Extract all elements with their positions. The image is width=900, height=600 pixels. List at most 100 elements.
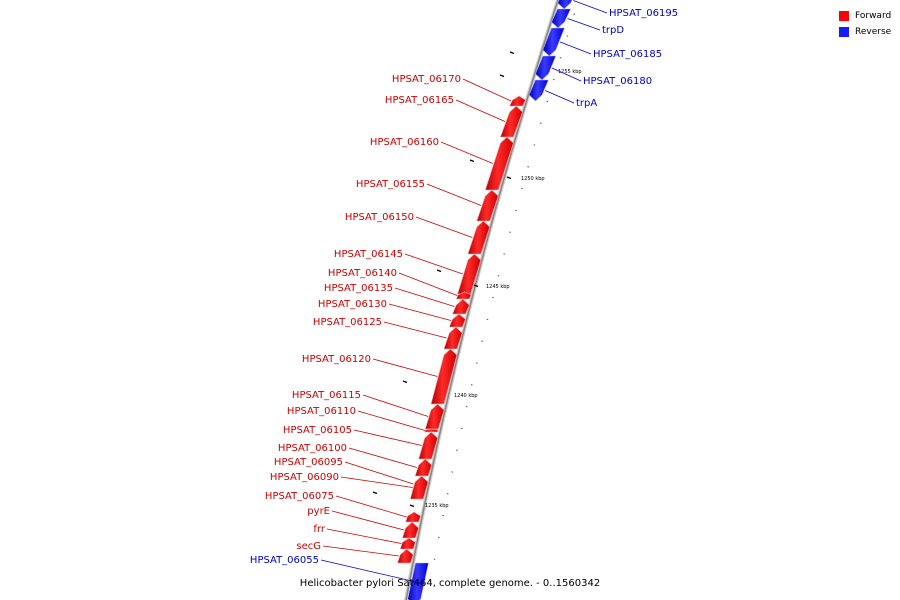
gene-hpsat-06115[interactable] — [424, 403, 445, 430]
gene-leader-line — [388, 303, 452, 321]
gene-hpsat-06135[interactable] — [452, 298, 470, 315]
gene-leader-line — [440, 141, 494, 164]
gene-hpsat-06180[interactable] — [535, 55, 557, 81]
kbp-label: 1255 kbp — [558, 69, 582, 75]
gene-label[interactable]: HPSAT_06150 — [345, 212, 414, 223]
gene-secg[interactable] — [397, 548, 414, 564]
gene-leader-line — [383, 321, 447, 339]
gene-trpd[interactable] — [551, 8, 572, 29]
legend-label-forward: Forward — [855, 11, 892, 21]
gene-label[interactable]: HPSAT_06140 — [328, 268, 397, 279]
gene-label[interactable]: HPSAT_06090 — [270, 472, 339, 483]
kbp-tick — [473, 284, 479, 288]
gene-hpsat-06170[interactable] — [509, 95, 526, 107]
legend-item-forward: Forward — [839, 9, 891, 23]
gene-label[interactable]: HPSAT_06075 — [265, 491, 334, 502]
gene-leader-line — [551, 67, 582, 82]
gene-hpsat-06130[interactable] — [448, 313, 466, 328]
gene-label[interactable]: pyrE — [307, 506, 330, 517]
gene-hpsat-06185[interactable] — [542, 27, 565, 57]
gene-leader-line — [320, 559, 425, 585]
gene-leader-line — [426, 183, 482, 206]
gene-leader-line — [567, 18, 601, 31]
gene-label[interactable]: HPSAT_06105 — [283, 425, 352, 436]
gene-leader-line — [462, 78, 512, 102]
legend-label-reverse: Reverse — [855, 27, 892, 37]
gene-label[interactable]: HPSAT_06180 — [583, 76, 652, 87]
gene-pyre[interactable] — [401, 521, 419, 539]
gene-label[interactable]: trpD — [602, 25, 624, 36]
legend-item-reverse: Reverse — [839, 25, 891, 39]
gene-label[interactable]: HPSAT_06185 — [593, 49, 662, 60]
gene-trpa[interactable] — [528, 79, 549, 102]
major-tick — [402, 380, 408, 384]
gene-leader-line — [545, 90, 575, 104]
kbp-tick — [506, 176, 512, 180]
gene-leader-line — [322, 545, 399, 557]
gene-label[interactable]: HPSAT_06170 — [392, 74, 461, 85]
gene-leader-line — [372, 358, 438, 377]
gene-hpsat-06140[interactable] — [455, 291, 472, 300]
gene-label[interactable]: HPSAT_06120 — [302, 354, 371, 365]
gene-label[interactable]: trpA — [576, 98, 597, 109]
gene-leader-line — [344, 461, 414, 485]
major-tick — [372, 491, 378, 495]
gene-hpsat-06055[interactable] — [407, 562, 429, 600]
gene-label[interactable]: secG — [296, 541, 321, 552]
gene-label[interactable]: HPSAT_06160 — [370, 137, 439, 148]
gene-label[interactable]: HPSAT_06155 — [356, 179, 425, 190]
major-tick — [436, 269, 442, 273]
major-tick — [509, 51, 515, 55]
gene-label[interactable]: HPSAT_06100 — [278, 443, 347, 454]
gene-leader-line — [455, 99, 506, 122]
gene-hpsat-06090[interactable] — [409, 475, 429, 500]
gene-leader-line — [357, 410, 426, 431]
gene-leader-line — [404, 253, 463, 275]
gene-hpsat-06150[interactable] — [467, 220, 491, 255]
gene-hpsat-06110[interactable] — [424, 428, 439, 433]
gene-hpsat-06120[interactable] — [430, 348, 458, 405]
genome-caption: Helicobacter pylori Sat464, complete gen… — [299, 578, 601, 589]
kbp-label: 1235 kbp — [425, 503, 449, 509]
gene-hpsat-06145[interactable] — [457, 253, 482, 295]
reverse-swatch — [839, 27, 849, 37]
gene-leader-line — [340, 476, 413, 488]
gene-label[interactable]: HPSAT_06195 — [609, 8, 678, 19]
gene-label[interactable]: HPSAT_06110 — [287, 406, 356, 417]
gene-label[interactable]: HPSAT_06145 — [334, 249, 403, 260]
gene-leader-line — [335, 495, 407, 518]
legend: Forward Reverse — [839, 9, 891, 41]
gene-hpsat-06165[interactable] — [499, 105, 523, 138]
gene-hpsat-06075[interactable] — [405, 511, 421, 523]
gene-hpsat-06105[interactable] — [418, 431, 439, 460]
gene-leader-line — [394, 287, 455, 307]
major-tick — [469, 159, 475, 163]
gene-label[interactable]: HPSAT_06165 — [385, 95, 454, 106]
gene-label[interactable]: HPSAT_06095 — [274, 457, 343, 468]
gene-leader-line — [560, 41, 592, 55]
gene-leader-line — [326, 528, 402, 544]
gene-hpsat-06100[interactable] — [414, 458, 433, 477]
gene-label[interactable]: HPSAT_06125 — [313, 317, 382, 328]
gene-frr[interactable] — [399, 537, 416, 550]
gene-leader-line — [362, 394, 429, 417]
gene-label[interactable]: HPSAT_06055 — [250, 555, 319, 566]
gene-leader-line — [348, 447, 418, 468]
major-tick — [499, 74, 505, 78]
forward-swatch — [839, 11, 849, 21]
gene-label[interactable]: HPSAT_06135 — [324, 283, 393, 294]
gene-label[interactable]: HPSAT_06115 — [292, 390, 361, 401]
kbp-label: 1250 kbp — [521, 176, 545, 182]
gene-leader-line — [331, 510, 405, 531]
gene-leader-line — [398, 272, 458, 296]
gene-label[interactable]: frr — [313, 524, 325, 535]
kbp-tick — [409, 504, 415, 508]
gene-hpsat-06125[interactable] — [443, 326, 463, 350]
gene-label[interactable]: HPSAT_06130 — [318, 299, 387, 310]
gene-hpsat-06155[interactable] — [476, 189, 499, 222]
gene-hpsat-06195[interactable] — [557, 0, 577, 10]
gene-leader-line — [353, 429, 422, 446]
gene-hpsat-06160[interactable] — [484, 136, 514, 191]
